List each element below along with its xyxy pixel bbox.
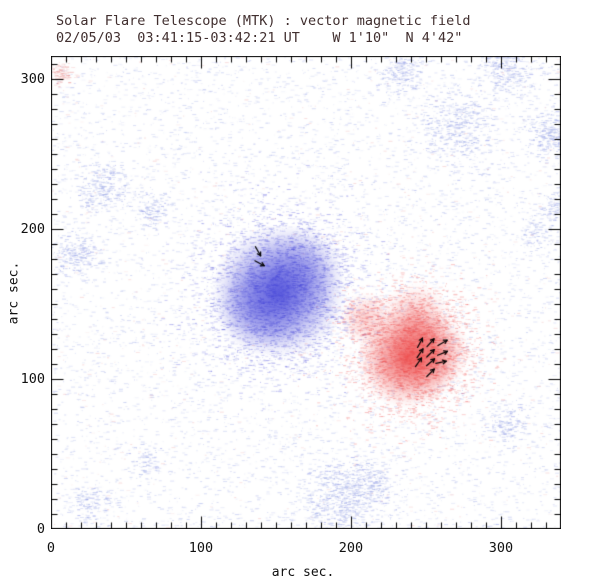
- x-tick-label: 300: [488, 540, 514, 556]
- x-axis-label: arc sec.: [271, 565, 335, 580]
- magnetogram-canvas: [51, 56, 561, 529]
- y-tick-label: 200: [20, 220, 45, 237]
- y-axis-label: arc sec.: [6, 261, 22, 325]
- y-tick-label: 300: [20, 70, 45, 87]
- plot-title: Solar Flare Telescope (MTK) : vector mag…: [56, 13, 471, 29]
- plot-subtitle: 02/05/03 03:41:15-03:42:21 UT W 1'10" N …: [56, 30, 463, 46]
- x-tick-label: 200: [338, 540, 364, 556]
- x-tick-label: 100: [188, 540, 214, 556]
- x-tick-label: 0: [46, 540, 56, 556]
- y-tick-label: 0: [36, 521, 45, 537]
- y-tick-label: 100: [20, 370, 45, 387]
